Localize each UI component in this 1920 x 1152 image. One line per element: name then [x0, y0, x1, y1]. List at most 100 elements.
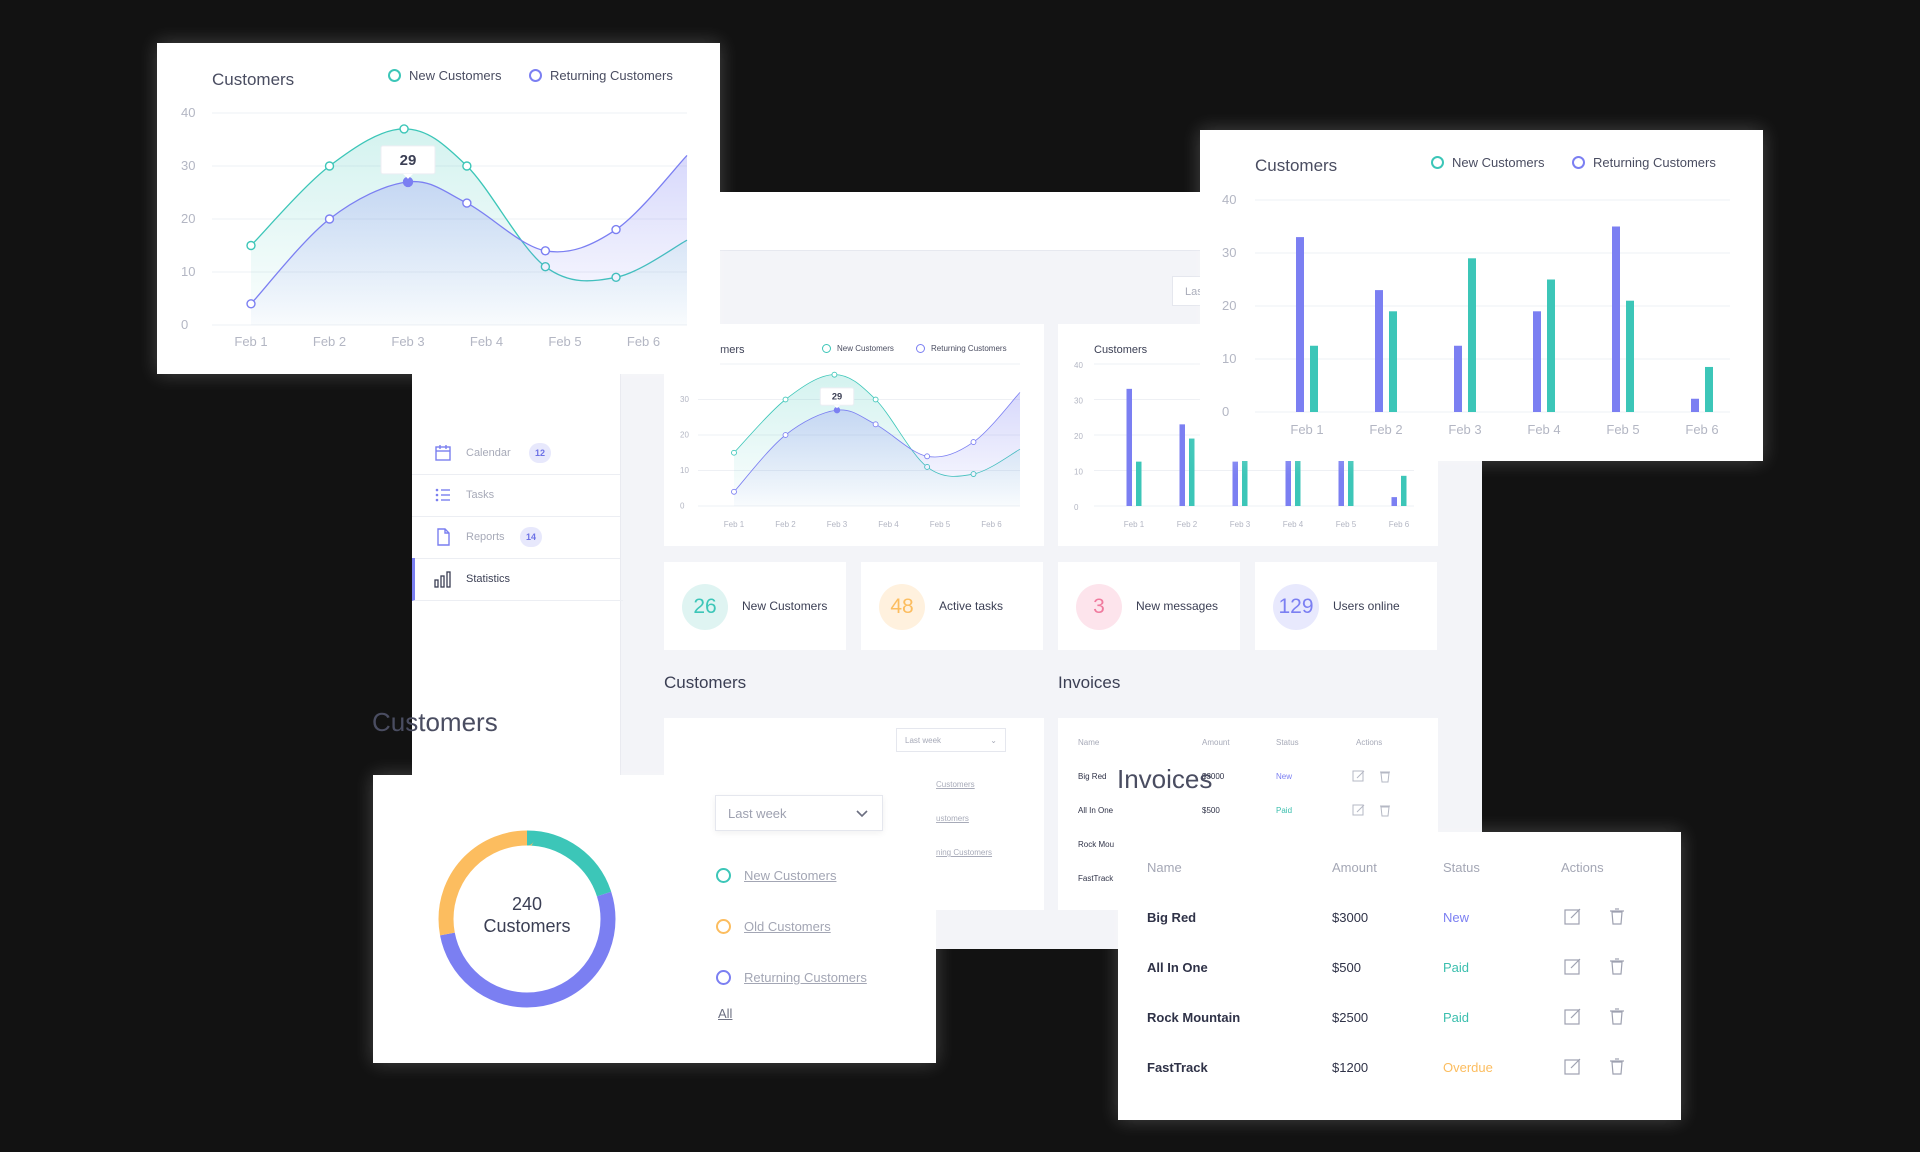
- tooltip-value: 29: [400, 152, 417, 169]
- legend-dot-icon: [822, 344, 831, 353]
- x-tick-label: Feb 4: [470, 334, 503, 349]
- sidebar-item-statistics[interactable]: Statistics: [412, 558, 623, 601]
- returning-customers-point: [924, 453, 931, 460]
- new-customers-bar: [1295, 417, 1301, 506]
- link-new-customers[interactable]: New Customers: [716, 868, 836, 883]
- stat-value: 26: [682, 584, 728, 630]
- line-chart: 0 10 20 30 40 Feb 1 Feb 2 Feb 3 Feb 4 Feb 5 Feb 6 2…: [181, 105, 688, 349]
- returning-customers-point: [970, 439, 977, 446]
- legend-returning-customers: Returning Customers: [529, 68, 673, 83]
- legend-label: Returning Customers: [931, 344, 1007, 353]
- legend-dot-icon: [916, 344, 925, 353]
- stat-value: 3: [1076, 584, 1122, 630]
- mini-link-returning[interactable]: ning Customers: [936, 848, 993, 857]
- trash-icon[interactable]: [1378, 803, 1392, 817]
- returning-customers-point: [872, 421, 879, 428]
- customers-section-title: Customers: [664, 673, 747, 692]
- returning-customers-slice: [438, 830, 616, 1008]
- y-tick-label: 0: [1222, 404, 1229, 419]
- x-tick-label: Feb 2: [775, 520, 796, 529]
- mini-col-amount: Amount: [1202, 738, 1230, 747]
- returning-customers-bar: [1285, 438, 1291, 506]
- x-tick-label: Feb 2: [1369, 422, 1402, 437]
- returning-customers-point: [611, 224, 621, 235]
- y-tick-label: 30: [1074, 397, 1083, 406]
- trash-icon[interactable]: [1608, 1057, 1626, 1075]
- mini-link-new[interactable]: Customers: [936, 780, 975, 789]
- returning-customers-bar: [1533, 311, 1541, 412]
- bar-chart-icon: [434, 571, 451, 588]
- count-badge: 14: [520, 527, 542, 547]
- mini-row-name: Big Red: [1078, 772, 1107, 781]
- period-dropdown[interactable]: Last week: [715, 795, 883, 831]
- invoices-floating-title: Invoices: [1117, 764, 1213, 794]
- returning-customers-point: [246, 299, 256, 309]
- invoices-section-title: Invoices: [1058, 673, 1121, 692]
- sidebar-item-calendar[interactable]: Calendar 12: [412, 432, 620, 475]
- new-customers-point: [872, 396, 879, 403]
- donut-chart: [438, 830, 616, 1008]
- edit-icon[interactable]: [1352, 769, 1366, 783]
- tooltip-pointer: [833, 405, 841, 409]
- link-label: New Customers: [744, 868, 837, 883]
- line-chart-title: Customers: [212, 70, 295, 89]
- stat-new-customers: 26 New Customers: [664, 562, 846, 650]
- sidebar-item-label: Calendar: [466, 447, 511, 459]
- legend-label: New Customers: [1452, 155, 1545, 170]
- mini-row-name: Rock Mou: [1078, 840, 1115, 849]
- x-tick-label: Feb 3: [1230, 520, 1251, 529]
- bar-chart-card: Customers New Customers Returning Custom…: [1200, 130, 1763, 461]
- stat-label: Active tasks: [939, 599, 1004, 613]
- sidebar-item-label: Tasks: [466, 489, 495, 501]
- invoice-status: New: [1443, 910, 1470, 925]
- tooltip-pointer: [403, 173, 413, 179]
- returning-customers-point: [324, 214, 335, 224]
- calendar-icon: [435, 445, 451, 461]
- edit-icon[interactable]: [1564, 907, 1582, 925]
- edit-icon[interactable]: [1564, 957, 1582, 975]
- stat-new-messages: 3 New messages: [1058, 562, 1240, 650]
- trash-icon[interactable]: [1608, 1007, 1626, 1025]
- mini-col-status: Status: [1276, 738, 1299, 747]
- y-tick-label: 20: [680, 430, 689, 439]
- invoice-name: Big Red: [1147, 910, 1197, 925]
- sidebar-item-reports[interactable]: Reports 14: [412, 516, 620, 559]
- mini-row-status: New: [1276, 772, 1293, 781]
- col-amount-header: Amount: [1332, 860, 1377, 875]
- mini-link-old[interactable]: ustomers: [936, 814, 969, 823]
- returning-customers-bar: [1612, 226, 1620, 412]
- link-all[interactable]: All: [718, 1006, 733, 1021]
- x-tick-label: Feb 4: [878, 520, 899, 529]
- x-tick-label: Feb 6: [1685, 422, 1718, 437]
- invoice-card: Name Amount Status Actions Big Red $3000 N…: [1118, 832, 1681, 1120]
- x-tick-label: Feb 5: [1606, 422, 1639, 437]
- edit-icon[interactable]: [1564, 1007, 1582, 1025]
- sidebar-item-label: Reports: [466, 531, 505, 543]
- legend-dot-icon: [716, 919, 731, 934]
- mini-row-status: Paid: [1276, 806, 1293, 815]
- link-old-customers[interactable]: Old Customers: [716, 919, 831, 934]
- y-tick-label: 0: [1074, 503, 1079, 512]
- new-customers-point: [831, 371, 838, 378]
- mini-row-amount: $500: [1202, 806, 1220, 815]
- mini-line-chart-card: omers New Customers Returning Customers …: [664, 324, 1044, 546]
- new-customers-bar: [1310, 345, 1318, 412]
- col-name-header: Name: [1147, 860, 1182, 875]
- mini-period-dropdown[interactable]: Last week ⌄: [896, 728, 1006, 752]
- y-tick-label: 10: [1222, 351, 1236, 366]
- edit-icon[interactable]: [1352, 803, 1366, 817]
- link-returning-customers[interactable]: Returning Customers: [716, 970, 867, 985]
- invoice-amount: $1200: [1332, 1060, 1369, 1075]
- x-tick-label: Feb 4: [1283, 520, 1304, 529]
- sidebar-item-tasks[interactable]: Tasks: [412, 474, 620, 517]
- returning-customers-point: [462, 198, 472, 208]
- trash-icon[interactable]: [1608, 907, 1626, 925]
- stat-label: Users online: [1333, 599, 1400, 613]
- trash-icon[interactable]: [1608, 957, 1626, 975]
- returning-customers-point: [731, 488, 737, 495]
- legend-dot-icon: [1572, 156, 1585, 169]
- invoice-amount: $500: [1332, 960, 1361, 975]
- edit-icon[interactable]: [1564, 1057, 1582, 1075]
- trash-icon[interactable]: [1378, 769, 1392, 783]
- new-customers-bar: [1626, 300, 1634, 412]
